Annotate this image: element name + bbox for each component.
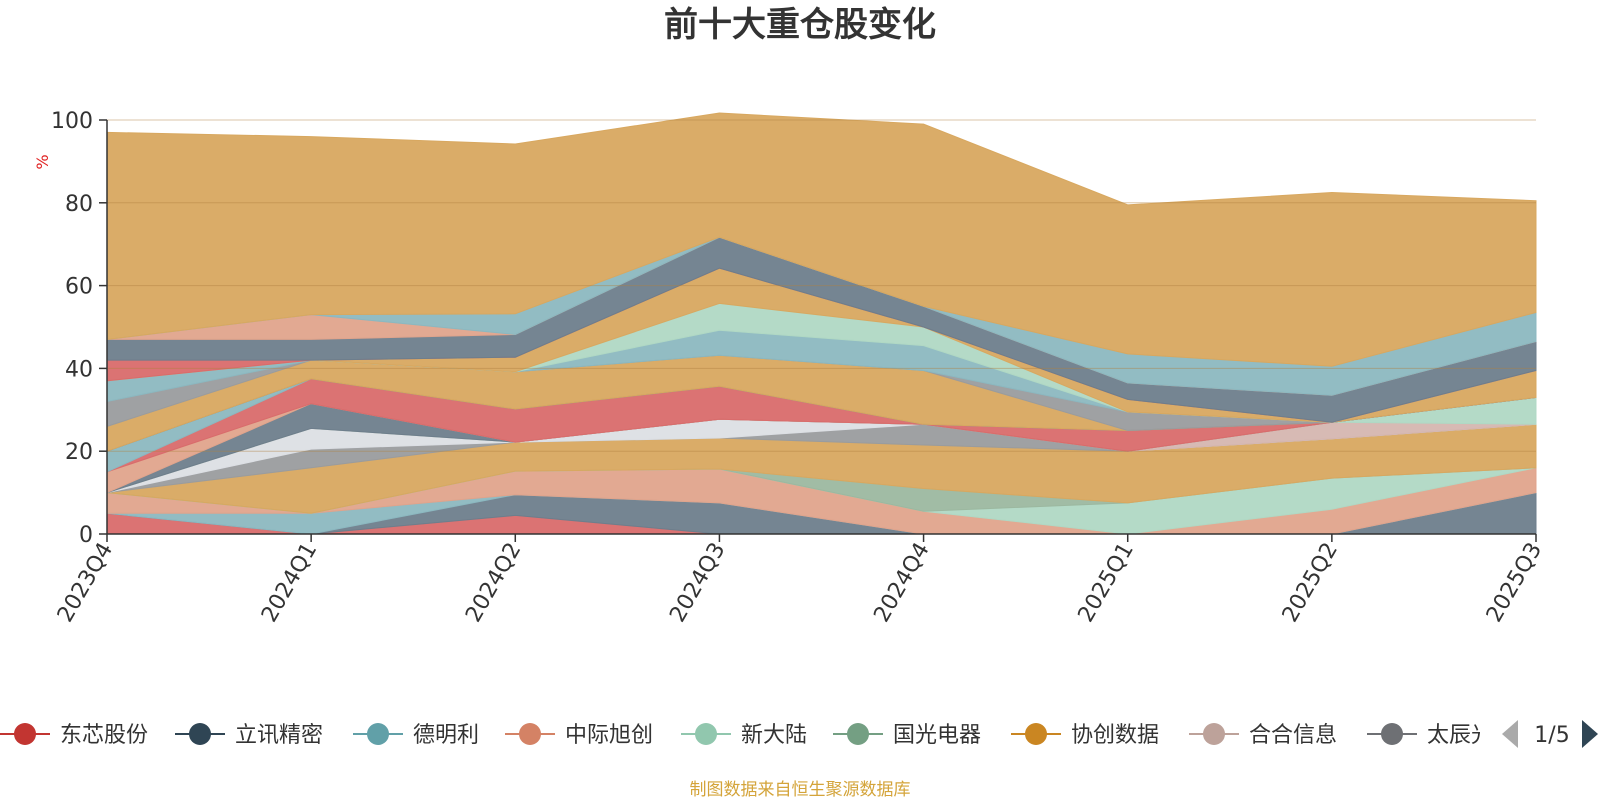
y-tick-label: 80	[65, 192, 93, 217]
y-tick-label: 40	[65, 357, 93, 382]
legend-label: 协创数据	[1071, 723, 1159, 748]
legend-label: 德明利	[413, 723, 479, 748]
grid-lines	[107, 119, 1536, 452]
legend-page-indicator: 1/5	[1534, 723, 1569, 748]
legend-item-3[interactable]: 德明利	[353, 723, 479, 748]
legend-label: 中际旭创	[565, 723, 653, 748]
legend-marker	[1203, 723, 1225, 745]
legend-item-9[interactable]: 太辰光	[1367, 723, 1493, 748]
legend-label: 立讯精密	[235, 723, 323, 748]
source-note: 制图数据来自恒生聚源数据库	[690, 780, 911, 800]
legend-label: 东芯股份	[60, 723, 148, 748]
legend-item-6[interactable]: 国光电器	[833, 723, 981, 748]
legend-marker	[695, 723, 717, 745]
y-axis-unit: %	[33, 154, 52, 169]
legend-item-7[interactable]: 协创数据	[1011, 723, 1159, 748]
x-tick-label: 2025Q2	[1278, 539, 1343, 627]
legend-marker	[367, 723, 389, 745]
legend-item-5[interactable]: 新大陆	[681, 723, 807, 748]
legend-label: 合合信息	[1249, 723, 1337, 748]
legend-marker	[1381, 723, 1403, 745]
legend-label: 太辰光	[1427, 723, 1493, 748]
x-tick-label: 2024Q2	[461, 539, 526, 627]
legend-item-8[interactable]: 合合信息	[1189, 723, 1337, 748]
y-tick-label: 0	[79, 523, 93, 548]
legend: 东芯股份 立讯精密 德明利 中际旭创 新大陆 国光电器 协创数据 合合信息 太辰光	[0, 723, 1493, 748]
area-series-26	[106, 112, 1537, 367]
x-tick-label: 2024Q4	[869, 539, 934, 627]
legend-label: 国光电器	[893, 723, 981, 748]
plot-areas	[106, 112, 1537, 535]
x-tick-label: 2024Q1	[257, 539, 322, 627]
legend-marker	[189, 723, 211, 745]
x-tick-label: 2023Q4	[53, 539, 118, 627]
x-tick-label: 2025Q3	[1482, 539, 1547, 627]
legend-label: 新大陆	[741, 723, 807, 748]
legend-item-2[interactable]: 立讯精密	[175, 723, 323, 748]
x-tick-label: 2024Q3	[665, 539, 730, 627]
legend-marker	[847, 723, 869, 745]
y-tick-label: 60	[65, 275, 93, 300]
chart-title: 前十大重仓股变化	[664, 5, 936, 45]
y-tick-label: 100	[51, 109, 93, 134]
legend-pager: 1/5	[1502, 720, 1598, 748]
legend-marker	[519, 723, 541, 745]
legend-marker	[14, 723, 36, 745]
legend-marker	[1025, 723, 1047, 745]
legend-item-1[interactable]: 东芯股份	[0, 723, 148, 748]
x-tick-label: 2025Q1	[1074, 539, 1139, 627]
legend-item-4[interactable]: 中际旭创	[505, 723, 653, 748]
legend-next-icon[interactable]	[1582, 720, 1598, 748]
legend-prev-icon[interactable]	[1502, 720, 1518, 748]
y-tick-label: 20	[65, 440, 93, 465]
